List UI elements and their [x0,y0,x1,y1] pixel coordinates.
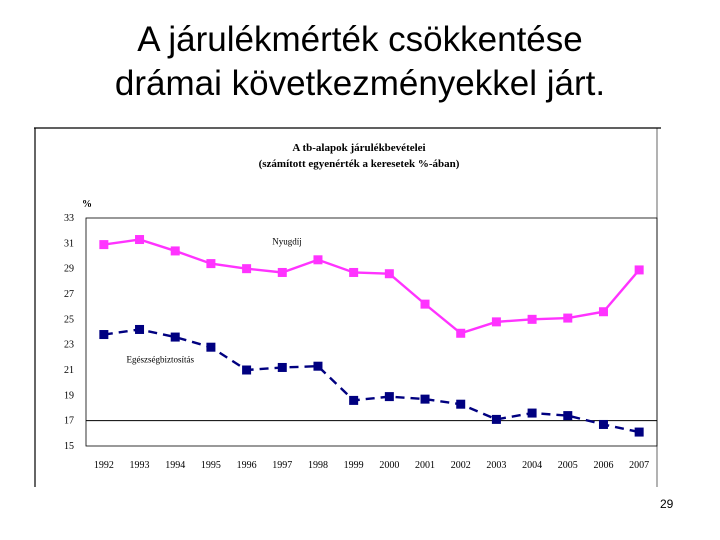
x-tick-label: 2003 [486,460,506,471]
data-point-marker [456,399,466,409]
chart-title: A tb-alapok járulékbevételei [292,142,425,154]
series-line [103,238,641,335]
data-point-marker [135,235,145,245]
x-tick-label: 1997 [272,460,292,471]
y-tick-label: 15 [64,441,74,452]
data-point-marker [349,395,359,405]
slide-title-line-2: drámai következményekkel járt. [114,64,606,103]
plot-area-border [85,217,658,447]
x-tick-label: 2000 [379,460,399,471]
series-label: Egészségbiztosítás [127,354,195,364]
data-point-marker [563,313,573,323]
data-point-marker [634,427,644,437]
data-point-marker [242,365,252,375]
pension-health-contribution-chart: A tb-alapok járulékbevételei (számított … [34,127,661,487]
data-point-marker [277,362,287,372]
data-point-marker [563,411,573,421]
data-point-marker [242,264,252,274]
data-point-marker [349,267,359,277]
x-tick-label: 2002 [451,460,471,471]
x-tick-label: 1992 [94,460,114,471]
data-point-marker [313,255,323,265]
series-label: Nyugdíj [272,237,302,247]
data-point-marker [634,265,644,275]
data-point-marker [99,240,109,250]
x-tick-label: 2001 [415,460,435,471]
data-point-marker [420,394,430,404]
x-tick-label: 2006 [593,460,613,471]
data-point-marker [384,392,394,402]
chart-subtitle: (számított egyenérték a keresetek %-ában… [259,158,460,170]
x-tick-label: 1993 [130,460,150,471]
data-point-marker [277,267,287,277]
y-tick-label: 23 [64,340,74,351]
data-point-marker [491,414,501,424]
data-point-marker [135,324,145,334]
data-point-marker [598,419,608,429]
y-tick-label: 21 [64,365,74,376]
data-point-marker [206,259,216,269]
x-tick-label: 1994 [165,460,185,471]
data-point-marker [527,408,537,418]
data-point-marker [384,269,394,279]
data-point-marker [313,361,323,371]
y-tick-label: 25 [64,314,74,325]
y-tick-label: 33 [64,213,74,224]
data-point-marker [598,307,608,317]
data-point-marker [99,330,109,340]
slide-title: A járulékmérték csökkentése drámai követ… [0,18,720,106]
data-point-marker [206,342,216,352]
data-point-marker [456,328,466,338]
data-point-marker [491,317,501,327]
y-tick-label: 17 [64,416,74,427]
slide-title-line-1: A járulékmérték csökkentése [137,20,583,59]
y-tick-label: 19 [64,390,74,401]
x-tick-label: 2005 [558,460,578,471]
chart-image: A tb-alapok járulékbevételei (számított … [34,127,661,487]
y-tick-label: 29 [64,264,74,275]
x-tick-label: 1999 [344,460,364,471]
x-tick-label: 2004 [522,460,542,471]
data-point-marker [420,299,430,309]
x-tick-label: 2007 [629,460,649,471]
series-line [103,328,640,434]
page-number: 29 [660,497,674,511]
x-tick-label: 1996 [237,460,257,471]
y-axis-unit-label: % [82,199,92,210]
y-tick-label: 27 [64,289,74,300]
x-tick-label: 1998 [308,460,328,471]
data-point-marker [170,332,180,342]
x-tick-label: 1995 [201,460,221,471]
data-point-marker [170,246,180,256]
data-point-marker [527,314,537,324]
y-tick-label: 31 [64,238,74,249]
